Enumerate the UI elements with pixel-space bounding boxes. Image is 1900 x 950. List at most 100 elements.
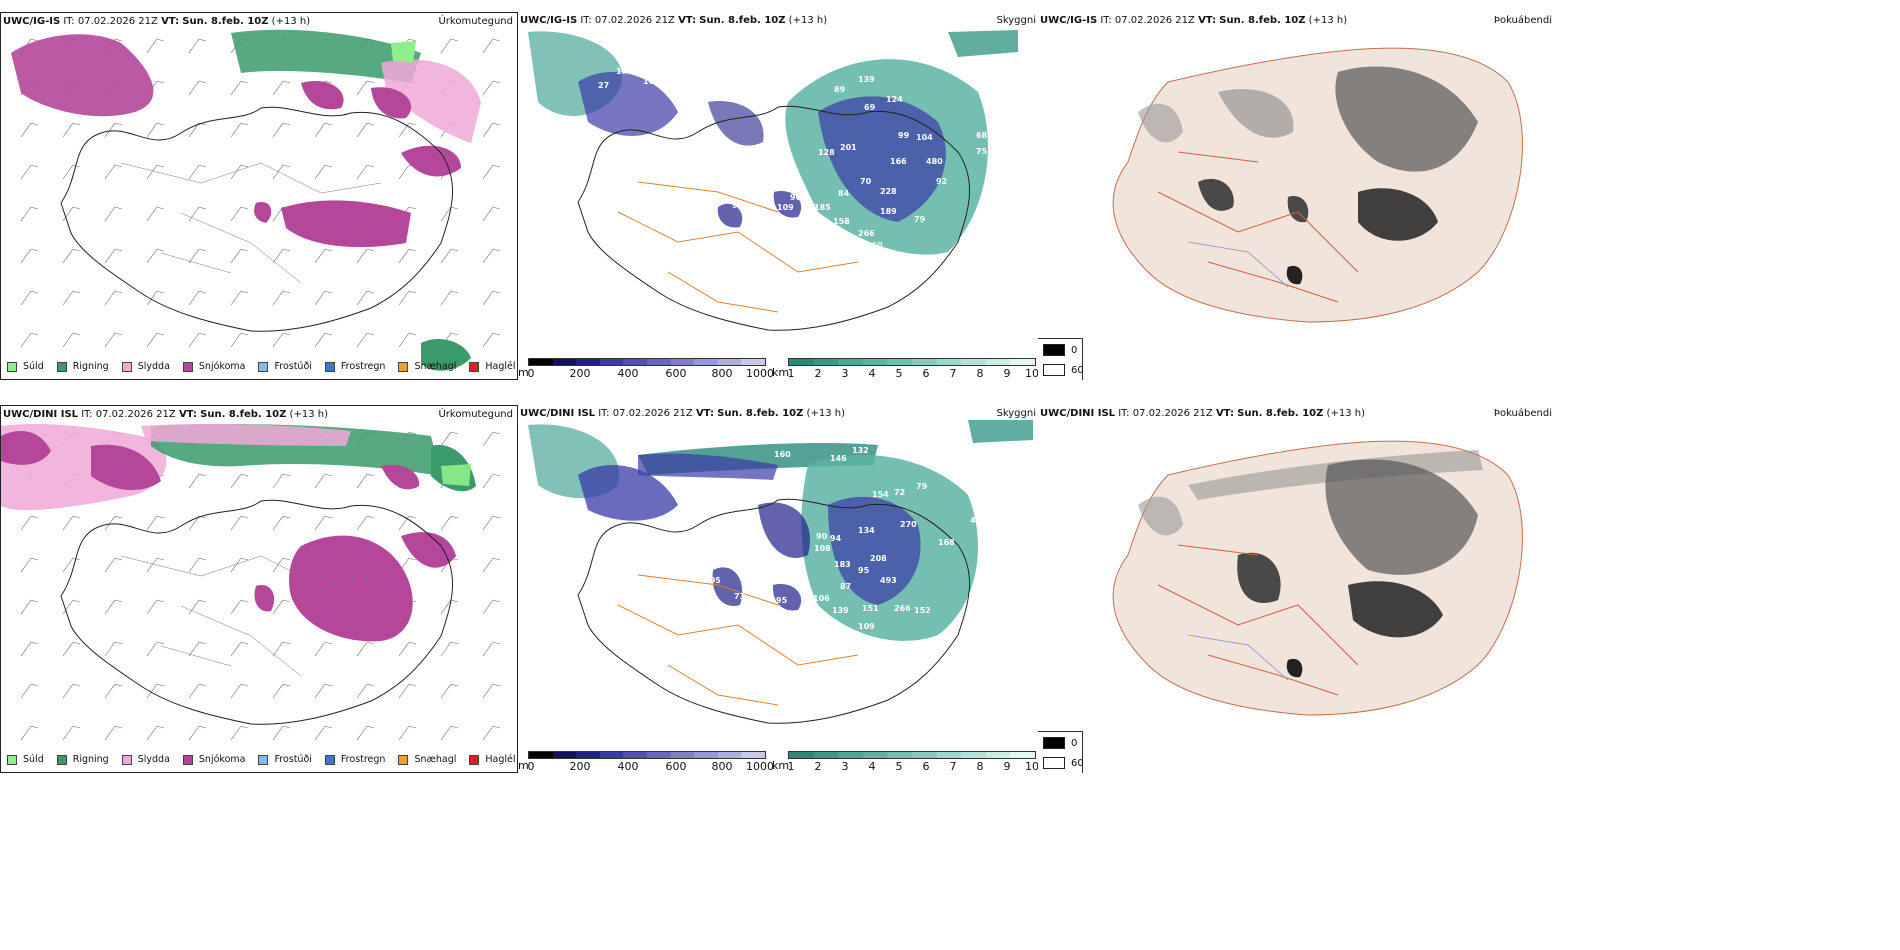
wind-barb bbox=[104, 515, 123, 531]
wind-barb bbox=[272, 122, 291, 138]
wind-barb bbox=[440, 206, 459, 222]
wind-barb bbox=[104, 641, 123, 657]
height-swatch bbox=[623, 359, 647, 365]
wind-barb bbox=[272, 332, 291, 348]
clouds-map-row1: 140 174 27 166 255 179 89 139 124 104 69… bbox=[528, 30, 1018, 331]
wind-barb bbox=[62, 122, 81, 138]
height-swatch bbox=[717, 752, 742, 758]
fog-header-row2: UWC/DINI ISL IT: 07.02.2026 21Z VT: Sun.… bbox=[1040, 408, 1365, 419]
fog-field-name-row1: Þokuábendi bbox=[1493, 15, 1552, 26]
wind-barb bbox=[146, 38, 165, 54]
legend-swatch bbox=[324, 361, 335, 372]
wind-barb bbox=[104, 122, 123, 138]
vis-tick: 1 bbox=[787, 760, 795, 773]
wind-barb bbox=[146, 164, 165, 180]
clouds-map-row2: 65 81 125 160 146 132 110 79 154 72 134 … bbox=[528, 420, 1033, 724]
wind-barb bbox=[146, 248, 165, 264]
wind-barb bbox=[272, 683, 291, 699]
height-tick: 400 bbox=[617, 367, 639, 380]
vis-swatch bbox=[936, 752, 962, 758]
precip-panel-row2: UWC/DINI ISL IT: 07.02.2026 21Z VT: Sun.… bbox=[0, 405, 518, 773]
wind-barb bbox=[20, 641, 39, 657]
height-tick: 600 bbox=[665, 760, 687, 773]
wind-barb bbox=[272, 725, 291, 741]
vis-label: 95 bbox=[776, 596, 788, 605]
vis-label: 70 bbox=[860, 177, 872, 186]
vis-label: 69 bbox=[864, 103, 876, 112]
fog-legend-row2: 0 60 bbox=[1038, 731, 1084, 773]
vis-label: 106 bbox=[813, 594, 830, 603]
wind-barb bbox=[356, 290, 375, 306]
vis-label: 146 bbox=[830, 454, 847, 463]
wind-barb bbox=[272, 599, 291, 615]
vis-label: 151 bbox=[862, 604, 879, 613]
wind-barb bbox=[314, 248, 333, 264]
vis-swatch bbox=[1010, 752, 1035, 758]
wind-barb bbox=[230, 473, 249, 489]
vis-label: 95 bbox=[858, 566, 870, 575]
wind-barb bbox=[188, 332, 207, 348]
legend-label: Slydda bbox=[137, 361, 170, 372]
wind-barb bbox=[272, 557, 291, 573]
legend-label: Snæhagl bbox=[414, 754, 457, 765]
legend-label: Frostregn bbox=[340, 754, 386, 765]
wind-barb bbox=[104, 164, 123, 180]
vis-swatch bbox=[789, 359, 814, 365]
wind-barb bbox=[272, 515, 291, 531]
wind-barb bbox=[146, 683, 165, 699]
vis-tick: 6 bbox=[922, 760, 930, 773]
legend-label: Frostúði bbox=[274, 754, 312, 765]
vis-label: 201 bbox=[840, 143, 857, 152]
legend-label: Snjókoma bbox=[198, 361, 246, 372]
height-tick: 600 bbox=[665, 367, 687, 380]
height-tick: 0 bbox=[527, 760, 535, 773]
vis-label: 79 bbox=[914, 215, 926, 224]
fog-swatch bbox=[1043, 737, 1065, 749]
vis-tick: 5 bbox=[895, 760, 903, 773]
wind-barb bbox=[482, 122, 501, 138]
wind-barb bbox=[356, 122, 375, 138]
vis-label: 90 bbox=[790, 193, 802, 202]
wind-barb bbox=[230, 122, 249, 138]
legend-swatch bbox=[7, 754, 17, 765]
height-swatch bbox=[646, 752, 671, 758]
wind-barb bbox=[104, 725, 123, 741]
legend-label: Haglél bbox=[485, 754, 516, 765]
fog-legend-label: 60 bbox=[1071, 364, 1084, 376]
height-colorbar: 0 200 400 600 800 1000 bbox=[527, 751, 774, 773]
fog-map-row1 bbox=[1112, 47, 1523, 323]
wind-barb bbox=[146, 599, 165, 615]
vis-label: 27 bbox=[598, 81, 609, 90]
wind-barb bbox=[314, 473, 333, 489]
wind-barb bbox=[230, 206, 249, 222]
fog-panel-row1: UWC/IG-IS IT: 07.02.2026 21Z VT: Sun. 8.… bbox=[1038, 12, 1558, 380]
fog-panel-row2: UWC/DINI ISL IT: 07.02.2026 21Z VT: Sun.… bbox=[1038, 405, 1558, 773]
wind-barb bbox=[230, 80, 249, 96]
vis-swatch bbox=[985, 752, 1011, 758]
vis-swatch bbox=[887, 752, 912, 758]
vis-tick: 3 bbox=[841, 760, 849, 773]
wind-barb bbox=[62, 683, 81, 699]
wind-barb bbox=[440, 290, 459, 306]
vis-label: 160 bbox=[774, 450, 791, 459]
vis-label: 260 bbox=[866, 241, 883, 250]
height-unit: m bbox=[518, 759, 529, 772]
wind-barb bbox=[188, 80, 207, 96]
wind-barb bbox=[188, 725, 207, 741]
height-swatch bbox=[576, 752, 600, 758]
vis-label: 134 bbox=[858, 526, 875, 535]
vis-swatch bbox=[887, 359, 912, 365]
legend-item: Haglél bbox=[469, 361, 516, 372]
vis-swatch bbox=[862, 752, 888, 758]
legend-swatch bbox=[56, 361, 67, 372]
wind-barb bbox=[272, 80, 291, 96]
legend-label: Frostregn bbox=[340, 361, 386, 372]
legend-swatch bbox=[7, 361, 17, 372]
legend-item: Frostúði bbox=[258, 361, 312, 372]
precip-field-name-row2: Úrkomutegund bbox=[438, 409, 513, 420]
legend-item: Rigning bbox=[56, 361, 109, 372]
height-swatch bbox=[741, 359, 765, 365]
wind-barb bbox=[188, 599, 207, 615]
vis-label: 49 bbox=[970, 516, 982, 525]
wind-barb bbox=[440, 248, 459, 264]
